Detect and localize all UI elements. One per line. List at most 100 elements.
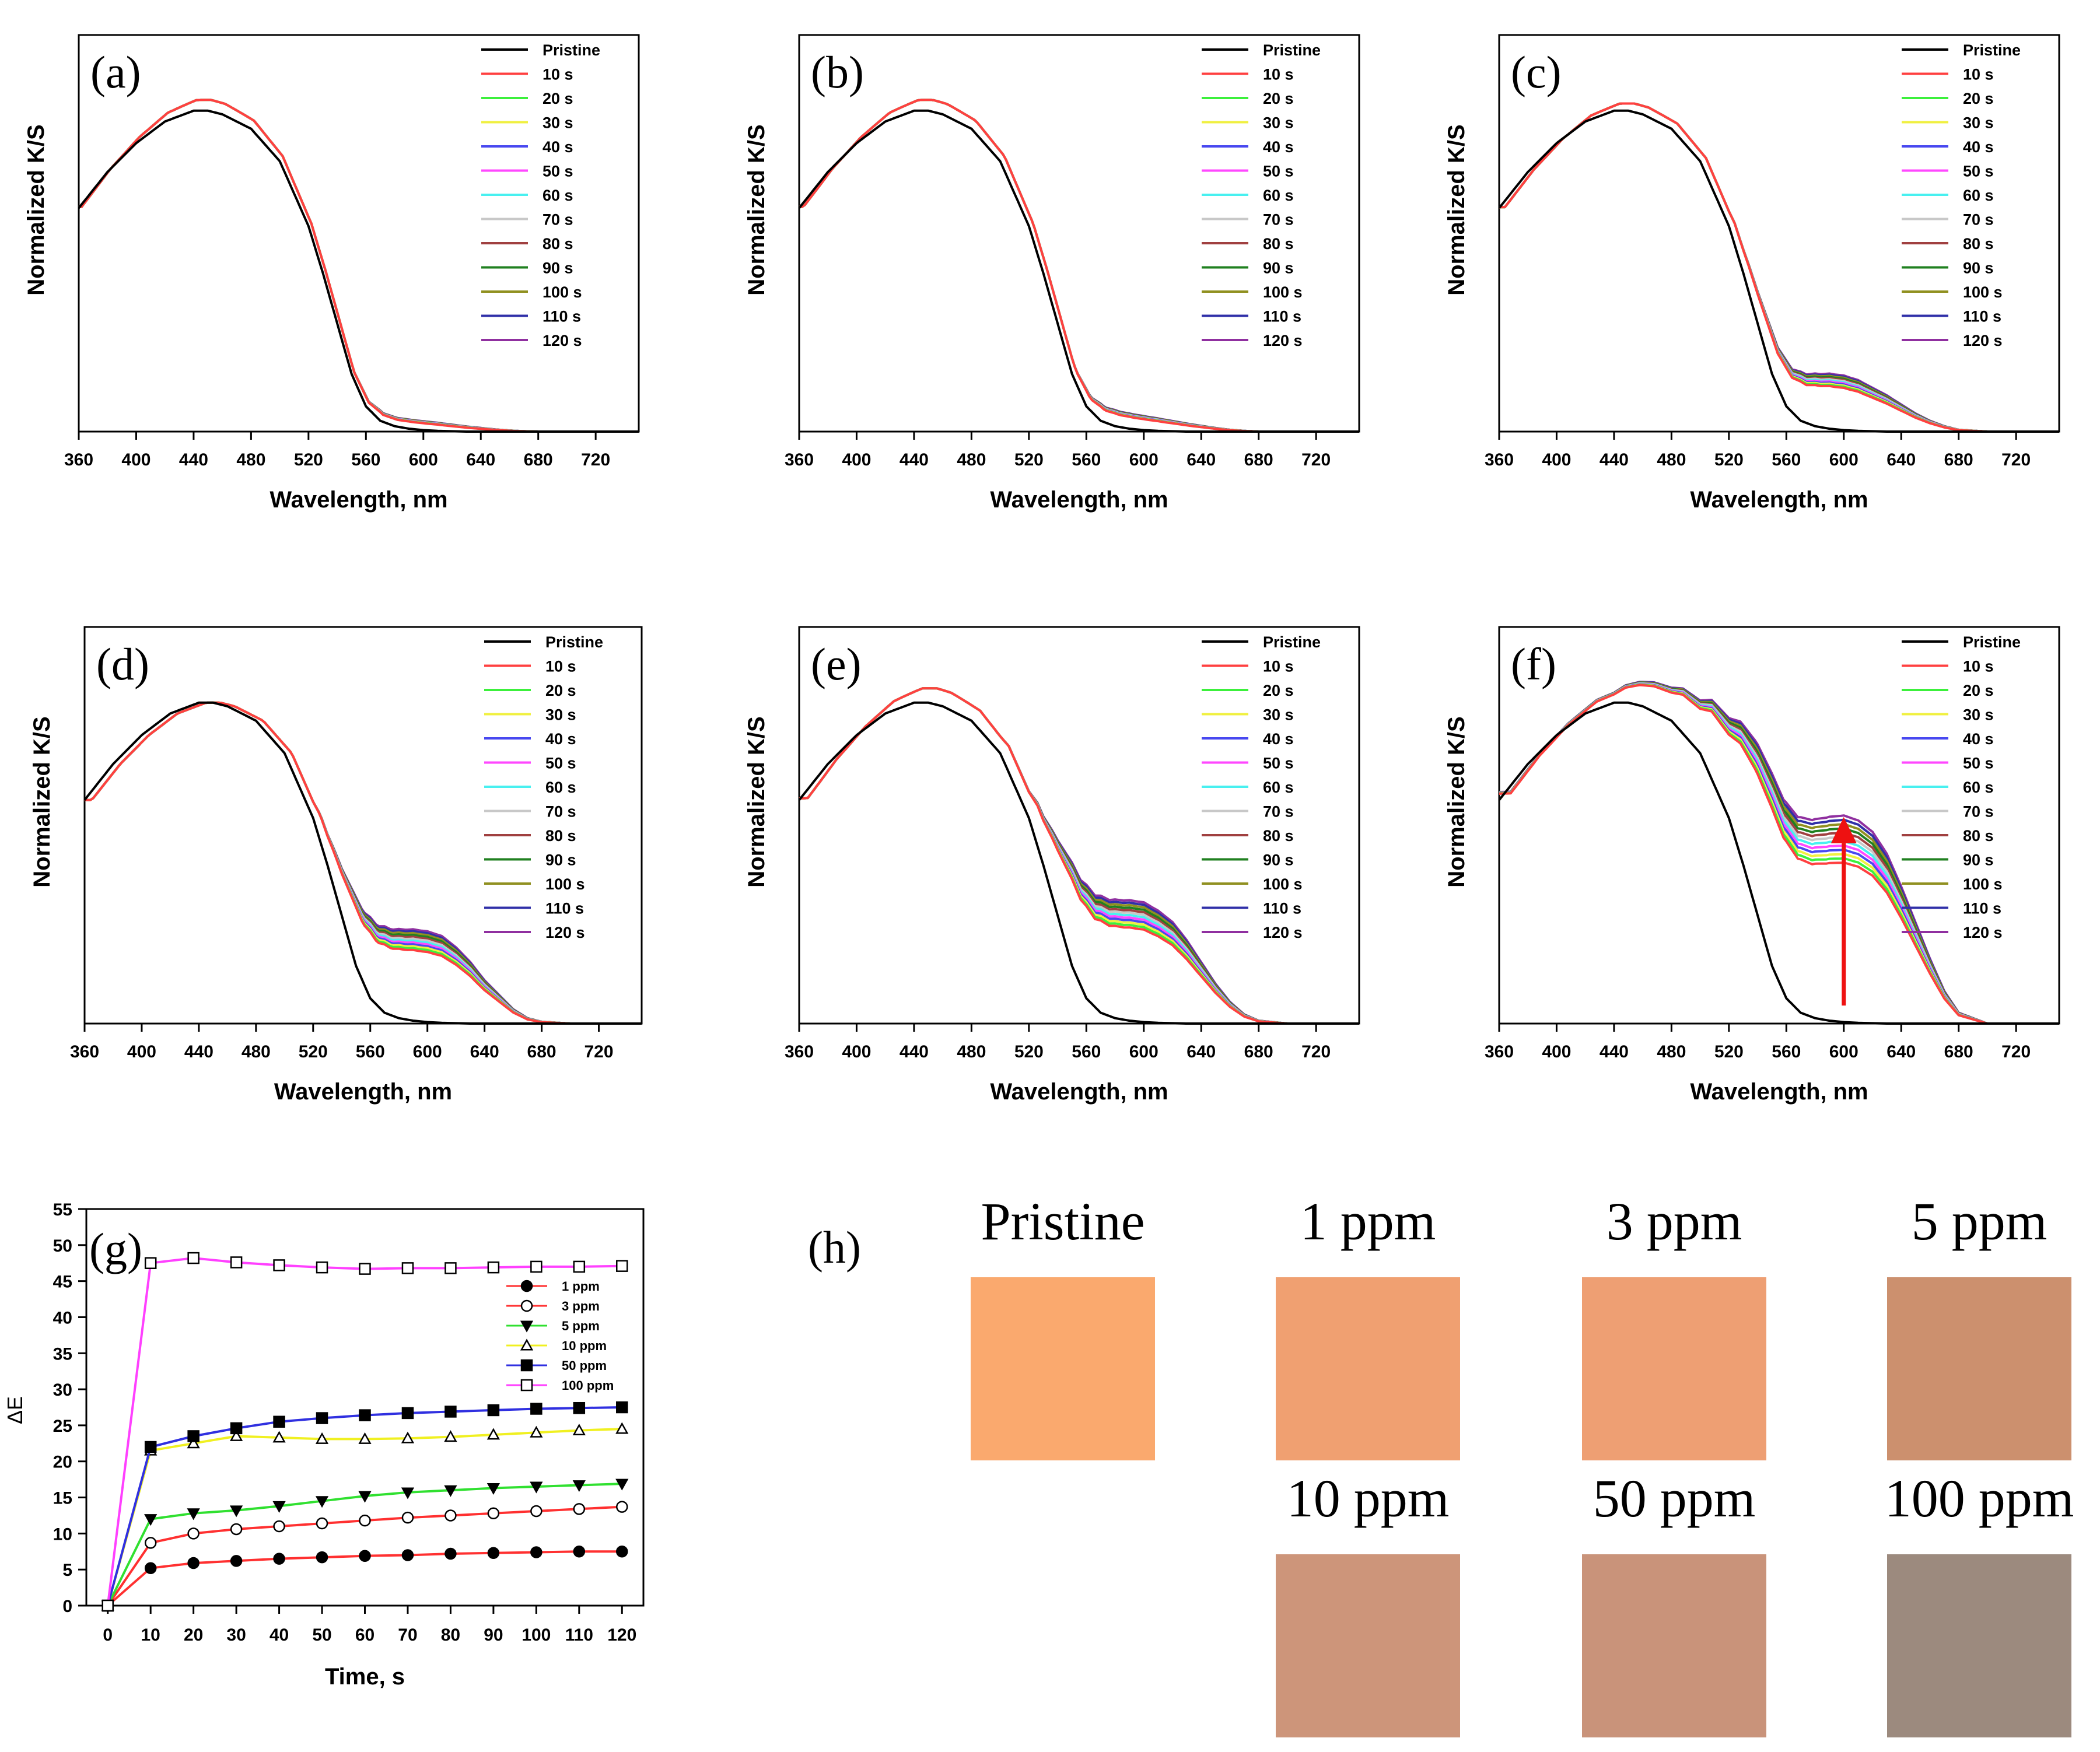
legend-entry: 40 s [1263,138,1294,156]
panel-label: (b) [811,47,864,97]
swatch-label: 100 ppm [1885,1469,2074,1528]
legend-entry: 100 s [542,283,582,301]
series-100ppm [102,1252,628,1612]
series-1ppm [102,1546,628,1612]
legend-entry: 70 s [542,211,573,229]
x-tick-label: 440 [900,450,929,469]
legend-entry: 110 s [545,900,584,917]
legend-entry: 60 s [1963,779,1994,796]
x-tick-label: 360 [1485,450,1514,469]
x-tick-label: 720 [1301,450,1331,469]
y-tick-label: 10 [53,1525,72,1544]
x-tick-label: 20 [184,1625,203,1645]
spectrum-panel-4: 360 400 440 480 520 560 600 640 680 720 Wavelength… [29,626,643,1105]
data-point [487,1261,500,1274]
y-axis-label: Normalized K/S [744,124,769,295]
legend-entry: 80 s [545,827,576,845]
legend-entry: Pristine [1263,41,1321,59]
data-point [315,1496,329,1508]
legend-entry: 10 ppm [562,1338,607,1353]
x-tick-label: 720 [2001,1042,2031,1061]
series-line-Pristine [78,109,639,433]
data-point [530,1481,543,1494]
x-tick-label: 30 [226,1625,246,1645]
data-point [187,1527,200,1540]
legend-entry: 100 ppm [562,1378,614,1393]
data-point [573,1401,586,1414]
series-line-Pristine [798,109,1359,433]
legend-entry: 60 s [1263,779,1294,796]
legend-entry: 70 s [1963,211,1994,229]
series-line-Pristine [83,701,642,1025]
data-point [401,1549,414,1561]
x-axis-label: Wavelength, nm [270,487,447,513]
x-tick-label: 440 [1600,1042,1629,1061]
spectrum-panel-2: 360 400 440 480 520 560 600 640 680 720 Wavelength… [744,34,1360,513]
legend-entry: 30 s [1263,114,1294,132]
x-tick-label: 0 [103,1625,113,1645]
data-point [520,1320,534,1333]
x-tick-label: 480 [236,450,265,469]
legend-entry: 40 s [1963,730,1994,748]
spectrum-panel-6: 360 400 440 480 520 560 600 640 680 720 Wavelength… [1444,626,2060,1105]
swatch-panel: (h) Pristine 1 ppm 3 ppm 5 ppm 10 ppm 50 ppm 10… [808,1192,2074,1737]
x-tick-label: 680 [524,450,553,469]
data-point [444,1262,457,1274]
legend-entry: 60 s [545,779,576,796]
legend-entry: 60 s [1263,187,1294,204]
x-tick-label: 640 [1887,1042,1916,1061]
x-tick-label: 640 [470,1042,499,1061]
legend-entry: Pristine [1963,41,2021,59]
data-point [615,1422,629,1434]
legend-entry: 90 s [1963,260,1994,277]
legend-entry: 30 s [542,114,573,132]
data-point [487,1404,500,1417]
x-axis-label: Wavelength, nm [1690,487,1868,513]
x-tick-label: 360 [64,450,93,469]
legend-entry: 120 s [545,924,585,941]
x-tick-label: 600 [1129,450,1158,469]
panel-label: (f) [1511,639,1556,689]
data-point [487,1428,501,1440]
legend-entry: 90 s [1263,852,1294,869]
data-point [273,1520,285,1533]
data-point [272,1501,286,1513]
data-point [144,1562,157,1574]
data-point [230,1422,243,1435]
legend-entry: 1 ppm [562,1279,600,1294]
data-point [144,1537,157,1549]
plot-frame [78,34,640,433]
x-axis-label: Wavelength, nm [274,1079,452,1105]
legend-entry: 20 s [1963,682,1994,699]
x-tick-label: 560 [356,1042,385,1061]
x-tick-label: 600 [1129,1042,1158,1061]
legend-entry: 20 s [1263,90,1294,107]
legend-entry: 100 s [545,875,585,893]
data-point [102,1599,114,1612]
legend-entry: 30 s [1963,114,1994,132]
y-tick-label: 25 [53,1417,72,1436]
data-point [230,1256,243,1269]
x-tick-label: 80 [441,1625,460,1645]
x-tick-label: 400 [1542,1042,1571,1061]
legend-entry: 120 s [1963,332,2003,349]
legend-entry: 40 s [1963,138,1994,156]
x-tick-label: 600 [413,1042,442,1061]
data-point [401,1407,414,1420]
legend-entry: 20 s [1263,682,1294,699]
data-point [272,1431,286,1443]
x-tick-label: 720 [1301,1042,1331,1061]
data-point [487,1483,501,1495]
x-axis-label: Wavelength, nm [1690,1079,1868,1105]
legend-entry: 10 s [1963,66,1994,83]
legend-entry: 80 s [1963,235,1994,253]
legend-entry: 70 s [1963,803,1994,821]
legend-entry: Pristine [545,633,603,651]
x-tick-label: 480 [1657,1042,1686,1061]
data-point [359,1409,371,1421]
legend-entry: 60 s [1963,187,1994,204]
swatch-label: 10 ppm [1287,1469,1450,1528]
y-axis-label: Normalized K/S [1444,716,1469,887]
legend-entry: 10 s [1263,658,1294,675]
legend-entry: 40 s [542,138,573,156]
